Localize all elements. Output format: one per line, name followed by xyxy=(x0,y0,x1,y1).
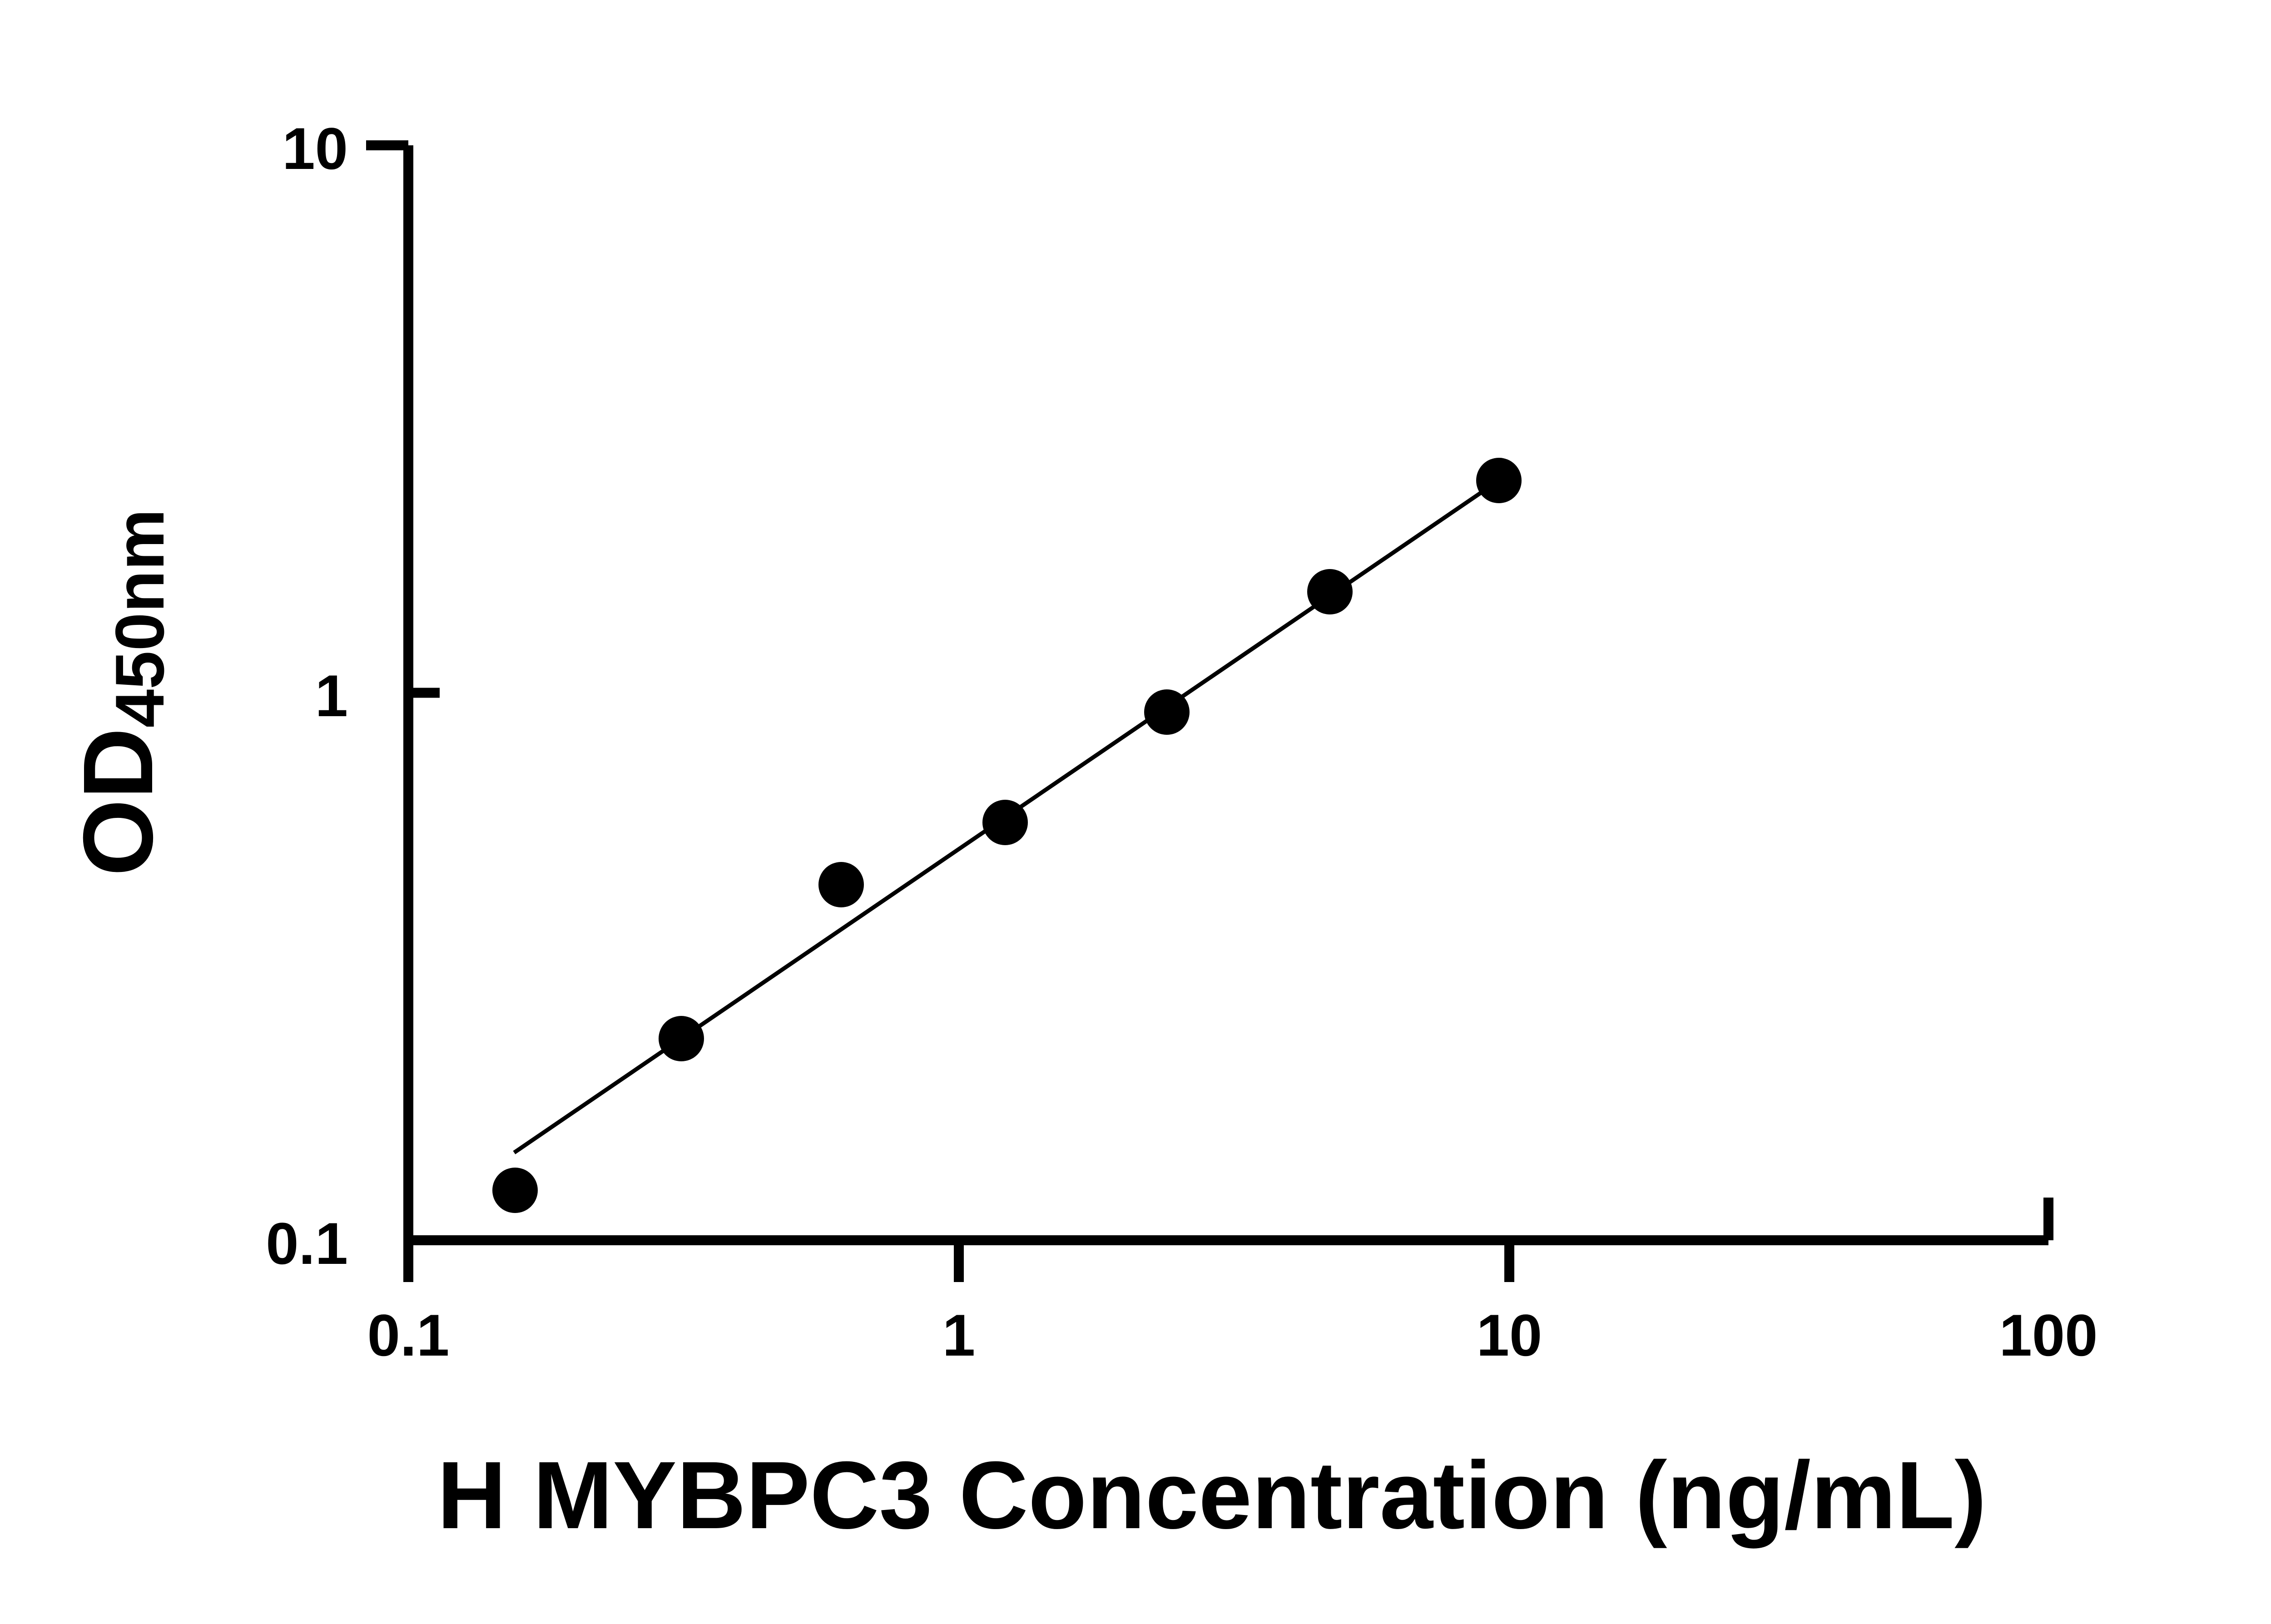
svg-text:100: 100 xyxy=(1999,1302,2098,1368)
svg-text:10: 10 xyxy=(282,115,348,182)
svg-text:H MYBPC3 Concentration (ng/mL): H MYBPC3 Concentration (ng/mL) xyxy=(437,1441,1986,1549)
svg-text:1: 1 xyxy=(942,1302,975,1368)
svg-text:0.1: 0.1 xyxy=(367,1302,450,1368)
svg-text:10: 10 xyxy=(1477,1302,1542,1368)
svg-text:OD450nm: OD450nm xyxy=(63,509,179,876)
svg-text:1: 1 xyxy=(315,663,348,729)
svg-text:0.1: 0.1 xyxy=(266,1210,348,1277)
